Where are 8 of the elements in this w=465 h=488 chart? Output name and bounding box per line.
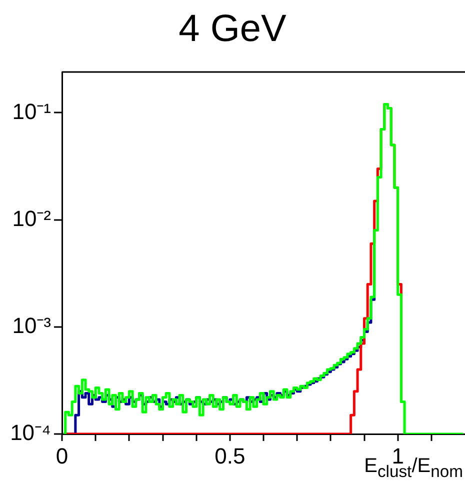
- x-tick-label: 0: [56, 443, 68, 468]
- y-tick-label: 10⁻²: [12, 206, 51, 231]
- x-tick-label: 0.5: [214, 443, 246, 468]
- y-tick-label: 10⁻⁴: [10, 420, 51, 446]
- chart-title: 4 GeV: [178, 8, 288, 51]
- x-tick-label: 1: [392, 443, 404, 468]
- y-tick-label: 10⁻³: [12, 312, 51, 338]
- y-tick-label: 10⁻¹: [12, 98, 51, 124]
